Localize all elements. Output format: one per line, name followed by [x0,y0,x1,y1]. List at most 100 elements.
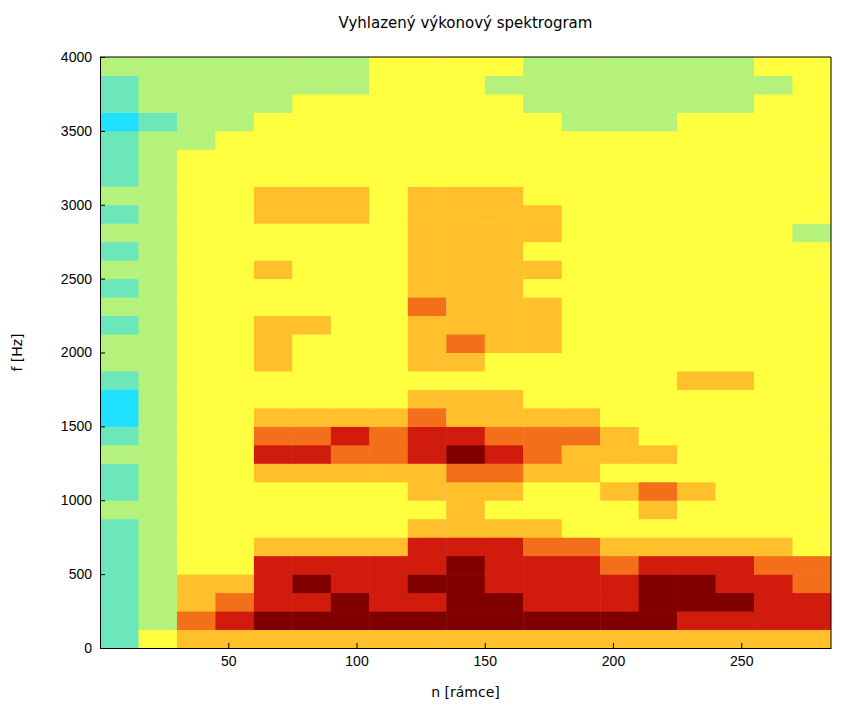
cell [138,556,177,575]
cell [639,57,678,76]
cell [408,205,447,224]
cell [331,205,370,224]
cell [485,223,524,242]
cell [639,371,678,390]
cell [754,371,793,390]
cell [562,556,601,575]
cell [562,353,601,372]
cell [754,260,793,279]
cell [408,537,447,556]
cell [562,186,601,205]
cell [292,630,331,648]
cell [793,593,831,612]
cell [100,593,139,612]
cell [523,186,562,205]
cell [292,57,331,76]
cell [408,630,447,648]
cell [639,186,678,205]
cell [600,611,639,630]
cell [600,57,639,76]
cell [562,500,601,519]
cell [292,389,331,408]
cell [677,537,716,556]
cell [523,445,562,464]
cell [138,574,177,593]
cell [138,537,177,556]
cell [177,334,216,353]
cell [677,445,716,464]
cell [523,242,562,261]
y-tick: 4000 [61,49,105,65]
cell [446,445,485,464]
cell [793,149,831,168]
cell [523,334,562,353]
x-tick: 200 [602,643,626,669]
cell [331,611,370,630]
cell [600,297,639,316]
cell [754,611,793,630]
cell [793,389,831,408]
cell [331,94,370,113]
cell [523,500,562,519]
cell [754,242,793,261]
cell [600,94,639,113]
cell [677,260,716,279]
cell [523,353,562,372]
cell [600,353,639,372]
cell [677,57,716,76]
cell [677,112,716,131]
cell [138,611,177,630]
cell [523,426,562,445]
cell [177,611,216,630]
cell [138,149,177,168]
cell [331,316,370,335]
cell [292,353,331,372]
cell [408,94,447,113]
cell [485,445,524,464]
cell [677,408,716,427]
cell [100,131,139,150]
cell [408,316,447,335]
cell [754,168,793,187]
cell [600,334,639,353]
cell [177,482,216,501]
cell [600,630,639,648]
cell [562,223,601,242]
cell [177,223,216,242]
cell [254,242,293,261]
cell [562,297,601,316]
cell [369,334,408,353]
cell [716,389,755,408]
y-tick-mark [100,574,105,575]
cell [254,389,293,408]
cell [639,131,678,150]
x-tick: 100 [345,643,369,669]
cell [138,168,177,187]
cell [639,408,678,427]
cell [793,537,831,556]
cell [677,223,716,242]
cell [677,463,716,482]
cell [793,630,831,648]
y-tick-mark [100,500,105,501]
y-tick: 500 [69,566,105,582]
cell [100,371,139,390]
cell [716,353,755,372]
cell [177,630,216,648]
cell [254,482,293,501]
cell [523,611,562,630]
cell [215,426,254,445]
cell [331,223,370,242]
cell [716,408,755,427]
cell [600,168,639,187]
cell [716,630,755,648]
cell [485,408,524,427]
cell [523,131,562,150]
cell [562,334,601,353]
cell [408,611,447,630]
cell [369,482,408,501]
cell [716,593,755,612]
cell [215,205,254,224]
cell [716,445,755,464]
y-tick-label: 0 [84,640,92,656]
